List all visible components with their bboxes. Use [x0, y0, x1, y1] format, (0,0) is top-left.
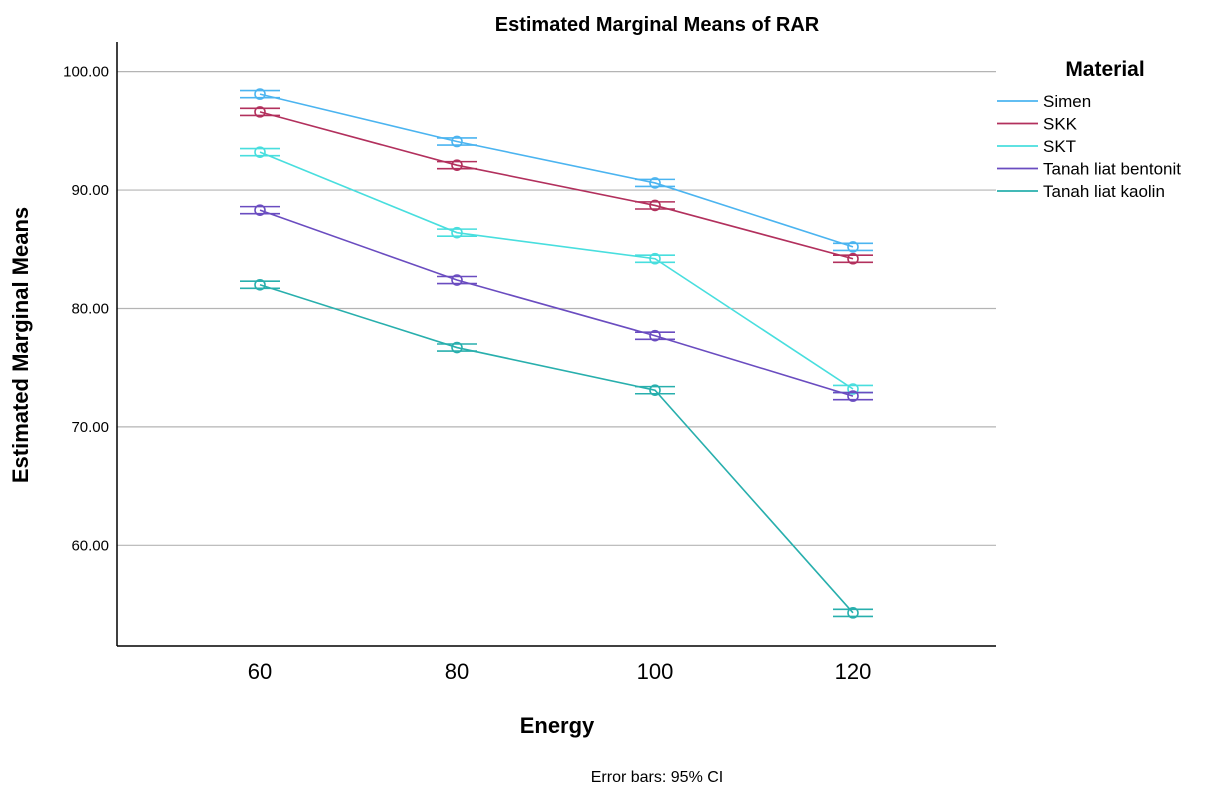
error-bars-note: Error bars: 95% CI — [591, 769, 723, 786]
data-point — [649, 252, 661, 265]
series-line — [259, 151, 854, 390]
x-tick-label: 80 — [445, 659, 469, 684]
data-point — [649, 199, 661, 212]
data-point — [451, 226, 463, 239]
x-axis-title: Energy — [520, 713, 595, 738]
legend-label: SKK — [1043, 115, 1078, 134]
series-line — [259, 209, 854, 397]
legend: Simen SKK SKT Tanah liat bentonit Tanah liat… — [997, 92, 1181, 201]
y-tick-label: 70.00 — [71, 419, 109, 436]
data-point — [254, 278, 266, 291]
legend-label: Tanah liat kaolin — [1043, 182, 1165, 201]
y-axis-title: Estimated Marginal Means — [8, 207, 33, 483]
x-tick-label: 120 — [835, 659, 872, 684]
legend-title: Material — [1065, 58, 1144, 81]
data-point — [254, 146, 266, 158]
data-point — [649, 329, 661, 342]
data-point — [847, 252, 859, 265]
series-line — [259, 284, 854, 614]
legend-label: Simen — [1043, 92, 1091, 111]
data-point — [254, 106, 266, 118]
y-tick-label: 60.00 — [71, 537, 109, 554]
data-point — [451, 135, 463, 148]
series-group — [240, 88, 873, 619]
data-point — [451, 159, 463, 171]
data-point — [451, 274, 463, 286]
legend-label: SKT — [1043, 137, 1076, 156]
data-point — [649, 177, 661, 189]
data-point — [649, 384, 661, 396]
y-tick-labels: 60.00 70.00 80.00 90.00 100.00 — [63, 64, 109, 555]
x-tick-labels: 60 80 100 120 — [248, 659, 872, 684]
legend-label: Tanah liat bentonit — [1043, 160, 1181, 179]
x-tick-label: 100 — [637, 659, 674, 684]
x-tick-label: 60 — [248, 659, 272, 684]
y-tick-label: 80.00 — [71, 300, 109, 317]
y-tick-label: 100.00 — [63, 64, 109, 81]
series-line — [259, 93, 854, 248]
chart-title: Estimated Marginal Means of RAR — [495, 14, 820, 36]
data-point — [451, 341, 463, 354]
data-point — [847, 241, 859, 253]
data-point — [847, 607, 859, 619]
data-point — [847, 383, 859, 395]
y-tick-label: 90.00 — [71, 182, 109, 199]
data-point — [254, 204, 266, 216]
series-line — [259, 111, 854, 260]
data-point — [254, 88, 266, 100]
data-point — [847, 390, 859, 402]
